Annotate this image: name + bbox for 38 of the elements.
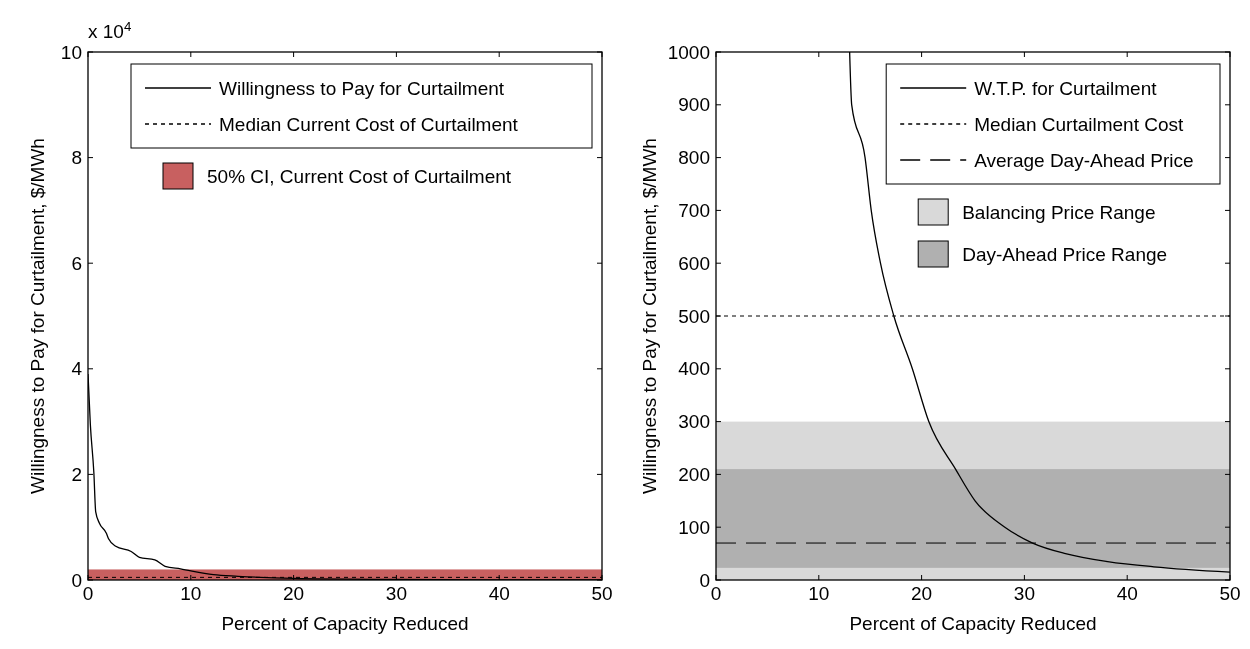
x-tick-label: 30 bbox=[385, 583, 407, 604]
y-tick-label: 200 bbox=[678, 464, 710, 486]
y-tick-label: 4 bbox=[71, 358, 83, 380]
y-tick-label: 8 bbox=[71, 147, 82, 169]
x-tick-label: 40 bbox=[488, 583, 510, 604]
legend-label: W.T.P. for Curtailment bbox=[974, 77, 1158, 99]
y-tick-label: 10 bbox=[60, 41, 82, 63]
y-tick-label: 900 bbox=[678, 94, 710, 116]
legend-label: 50% CI, Current Cost of Curtailment bbox=[207, 165, 512, 187]
x-tick-label: 20 bbox=[911, 583, 933, 604]
y-tick-label: 100 bbox=[678, 516, 710, 538]
x-tick-label: 20 bbox=[283, 583, 305, 604]
text: x 10$^{4}$ bbox=[88, 18, 132, 42]
x-tick-label: 50 bbox=[591, 583, 613, 604]
x-tick-label: 10 bbox=[180, 583, 202, 604]
y-tick-label: 800 bbox=[678, 147, 710, 169]
x-axis-title: Percent of Capacity Reduced bbox=[221, 613, 469, 634]
x-tick-label: 30 bbox=[1013, 583, 1035, 604]
y-tick-label: 500 bbox=[678, 305, 710, 327]
legend-label: Median Curtailment Cost bbox=[974, 113, 1184, 135]
y-tick-label: 400 bbox=[678, 358, 710, 380]
y-tick-label: 700 bbox=[678, 200, 710, 222]
y-axis-title: Willingness to Pay for Curtailment, $/MWh bbox=[639, 138, 660, 494]
legend-label: Day-Ahead Price Range bbox=[962, 243, 1168, 265]
legend-label: Median Current Cost of Curtailment bbox=[219, 113, 519, 135]
x-tick-label: 10 bbox=[808, 583, 830, 604]
y-tick-label: 6 bbox=[71, 252, 82, 274]
legend-label: Willingness to Pay for Curtailment bbox=[219, 77, 505, 99]
y-tick-label: 1000 bbox=[667, 41, 710, 63]
legend-label: Balancing Price Range bbox=[962, 201, 1156, 223]
legend-label: Average Day-Ahead Price bbox=[974, 149, 1194, 171]
x-tick-label: 50 bbox=[1219, 583, 1241, 604]
y-axis-title: Willingness to Pay for Curtailment, $/MWh bbox=[27, 138, 48, 494]
y-tick-label: 300 bbox=[678, 411, 710, 433]
y-tick-label: 600 bbox=[678, 252, 710, 274]
x-tick-label: 40 bbox=[1116, 583, 1138, 604]
x-axis-title: Percent of Capacity Reduced bbox=[849, 613, 1097, 634]
y-tick-label: 2 bbox=[71, 464, 82, 486]
